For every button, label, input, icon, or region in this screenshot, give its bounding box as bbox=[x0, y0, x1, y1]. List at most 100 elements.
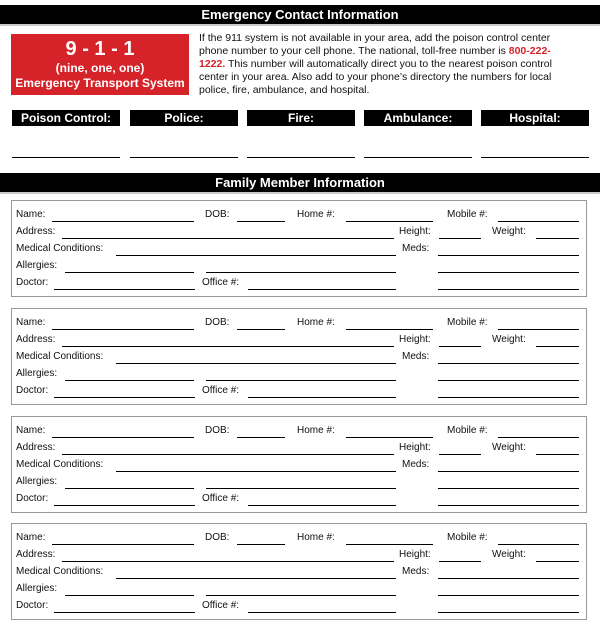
doctor-field[interactable] bbox=[54, 289, 195, 290]
meds-label: Meds: bbox=[402, 351, 430, 362]
address-field[interactable] bbox=[62, 561, 394, 562]
height-field[interactable] bbox=[439, 561, 481, 562]
family-member-card bbox=[11, 416, 587, 513]
contact-label-ambulance: Ambulance: bbox=[364, 110, 472, 126]
height-field[interactable] bbox=[439, 346, 481, 347]
name-label: Name: bbox=[16, 317, 46, 328]
weight-field[interactable] bbox=[536, 238, 579, 239]
name-field[interactable] bbox=[52, 329, 194, 330]
weight-label: Weight: bbox=[492, 334, 526, 345]
dob-field[interactable] bbox=[237, 544, 285, 545]
poison-control-number: 800-222-1222. bbox=[199, 45, 551, 70]
doctor-label: Doctor: bbox=[16, 600, 49, 611]
doctor-field[interactable] bbox=[54, 505, 195, 506]
office-field[interactable] bbox=[248, 612, 396, 613]
office-field[interactable] bbox=[248, 289, 396, 290]
contact-field-ambulance[interactable] bbox=[364, 157, 472, 158]
dob-label: DOB: bbox=[205, 209, 230, 220]
dob-field[interactable] bbox=[237, 329, 285, 330]
home-label: Home #: bbox=[297, 317, 335, 328]
allergies-field[interactable] bbox=[65, 272, 194, 273]
contact-field-police[interactable] bbox=[130, 157, 238, 158]
weight-label: Weight: bbox=[492, 442, 526, 453]
name-label: Name: bbox=[16, 209, 46, 220]
medical-field[interactable] bbox=[116, 471, 396, 472]
mobile-field[interactable] bbox=[498, 437, 579, 438]
meds-field[interactable] bbox=[438, 471, 579, 472]
home-field[interactable] bbox=[346, 437, 433, 438]
allergies-field[interactable] bbox=[65, 380, 194, 381]
allergies-label: Allergies: bbox=[16, 476, 58, 487]
extra-field[interactable] bbox=[438, 272, 579, 273]
extra-field[interactable] bbox=[438, 488, 579, 489]
medical-field[interactable] bbox=[116, 363, 396, 364]
contact-field-hospital[interactable] bbox=[481, 157, 589, 158]
medical-label: Medical Conditions: bbox=[16, 243, 104, 254]
contact-label-police: Police: bbox=[130, 110, 238, 126]
home-label: Home #: bbox=[297, 425, 335, 436]
weight-field[interactable] bbox=[536, 561, 579, 562]
contact-label-fire: Fire: bbox=[247, 110, 355, 126]
doctor-field[interactable] bbox=[54, 612, 195, 613]
home-field[interactable] bbox=[346, 329, 433, 330]
address-field[interactable] bbox=[62, 238, 394, 239]
meds-field[interactable] bbox=[438, 363, 579, 364]
name-field[interactable] bbox=[52, 544, 194, 545]
height-label: Height: bbox=[399, 442, 431, 453]
dob-field[interactable] bbox=[237, 221, 285, 222]
extra-field[interactable] bbox=[206, 488, 396, 489]
allergies-field[interactable] bbox=[65, 488, 194, 489]
911-system: Emergency Transport System bbox=[15, 76, 185, 90]
contact-field-poison-control[interactable] bbox=[12, 157, 120, 158]
dob-label: DOB: bbox=[205, 317, 230, 328]
home-field[interactable] bbox=[346, 544, 433, 545]
name-field[interactable] bbox=[52, 437, 194, 438]
dob-field[interactable] bbox=[237, 437, 285, 438]
mobile-field[interactable] bbox=[498, 221, 579, 222]
height-field[interactable] bbox=[439, 238, 481, 239]
mobile-label: Mobile #: bbox=[447, 425, 488, 436]
family-member-card bbox=[11, 308, 587, 405]
extra-field[interactable] bbox=[206, 595, 396, 596]
family-member-card bbox=[11, 523, 587, 620]
medical-label: Medical Conditions: bbox=[16, 566, 104, 577]
name-label: Name: bbox=[16, 425, 46, 436]
extra-field[interactable] bbox=[438, 612, 579, 613]
extra-field[interactable] bbox=[438, 380, 579, 381]
name-field[interactable] bbox=[52, 221, 194, 222]
doctor-label: Doctor: bbox=[16, 277, 49, 288]
meds-field[interactable] bbox=[438, 578, 579, 579]
name-label: Name: bbox=[16, 532, 46, 543]
meds-field[interactable] bbox=[438, 255, 579, 256]
mobile-field[interactable] bbox=[498, 329, 579, 330]
office-label: Office #: bbox=[202, 493, 240, 504]
emergency-contact-header: Emergency Contact Information bbox=[0, 5, 600, 26]
contact-field-fire[interactable] bbox=[247, 157, 355, 158]
address-field[interactable] bbox=[62, 454, 394, 455]
extra-field[interactable] bbox=[438, 289, 579, 290]
home-field[interactable] bbox=[346, 221, 433, 222]
extra-field[interactable] bbox=[206, 380, 396, 381]
extra-field[interactable] bbox=[438, 397, 579, 398]
extra-field[interactable] bbox=[438, 505, 579, 506]
height-field[interactable] bbox=[439, 454, 481, 455]
weight-field[interactable] bbox=[536, 454, 579, 455]
allergies-label: Allergies: bbox=[16, 583, 58, 594]
office-field[interactable] bbox=[248, 397, 396, 398]
office-field[interactable] bbox=[248, 505, 396, 506]
meds-label: Meds: bbox=[402, 243, 430, 254]
family-member-header: Family Member Information bbox=[0, 173, 600, 194]
dob-label: DOB: bbox=[205, 532, 230, 543]
allergies-field[interactable] bbox=[65, 595, 194, 596]
medical-field[interactable] bbox=[116, 578, 396, 579]
mobile-label: Mobile #: bbox=[447, 532, 488, 543]
extra-field[interactable] bbox=[206, 272, 396, 273]
height-label: Height: bbox=[399, 334, 431, 345]
address-label: Address: bbox=[16, 549, 56, 560]
address-field[interactable] bbox=[62, 346, 394, 347]
extra-field[interactable] bbox=[438, 595, 579, 596]
medical-field[interactable] bbox=[116, 255, 396, 256]
mobile-field[interactable] bbox=[498, 544, 579, 545]
doctor-field[interactable] bbox=[54, 397, 195, 398]
weight-field[interactable] bbox=[536, 346, 579, 347]
